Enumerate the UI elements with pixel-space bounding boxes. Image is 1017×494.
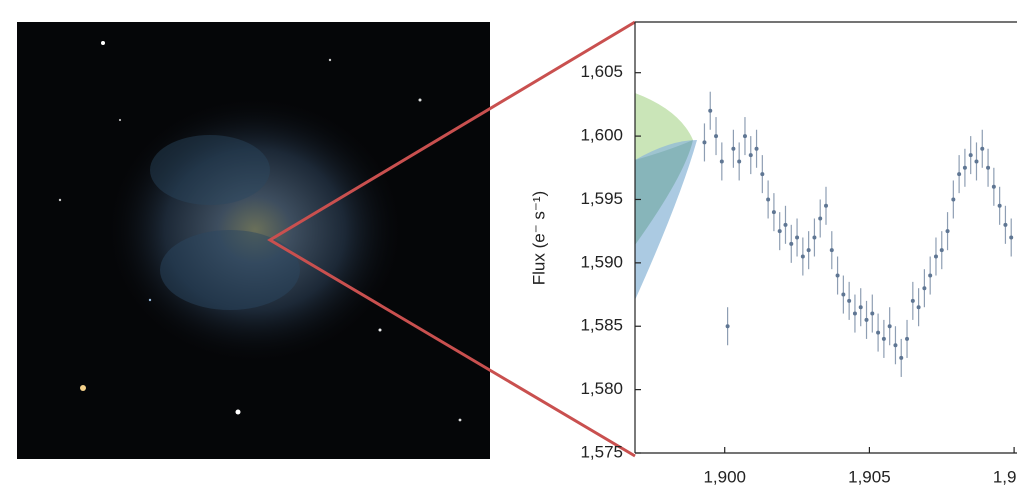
data-point (818, 216, 823, 221)
data-point (812, 235, 817, 240)
data-point (870, 311, 875, 316)
x-tick-label: 1,900 (703, 467, 746, 486)
data-point (847, 298, 852, 303)
data-point (887, 324, 892, 329)
data-point (986, 165, 991, 170)
plot-area (702, 91, 1014, 377)
data-point (771, 210, 776, 215)
y-tick-label: 1,595 (580, 189, 623, 208)
data-point (806, 248, 811, 253)
data-point (991, 184, 996, 189)
data-point (876, 330, 881, 335)
data-point (829, 248, 834, 253)
data-point (957, 172, 962, 177)
data-point (881, 336, 886, 341)
data-point (731, 146, 736, 151)
data-point (899, 355, 904, 360)
data-point (742, 134, 747, 139)
data-point (928, 273, 933, 278)
y-tick-label: 1,580 (580, 379, 623, 398)
data-point (754, 146, 759, 151)
data-point (974, 159, 979, 164)
zoom-shading (635, 93, 697, 300)
data-point (939, 248, 944, 253)
data-point (864, 317, 869, 322)
x-tick-label: 1,905 (848, 467, 891, 486)
x-tick-label: 1,910 (993, 467, 1017, 486)
data-point (1009, 235, 1014, 240)
data-point (980, 146, 985, 151)
data-point (841, 292, 846, 297)
zoom-lines (267, 20, 636, 458)
y-tick-label: 1,600 (580, 126, 623, 145)
data-point (910, 298, 915, 303)
data-point (916, 305, 921, 310)
data-point (795, 235, 800, 240)
data-point (702, 140, 707, 145)
y-tick-label: 1,585 (580, 316, 623, 335)
y-tick-label: 1,590 (580, 252, 623, 271)
data-point (962, 165, 967, 170)
data-point (922, 286, 927, 291)
data-point (968, 153, 973, 158)
data-point (708, 108, 713, 113)
data-point (725, 324, 730, 329)
y-tick-label: 1,605 (580, 62, 623, 81)
galaxy-image (17, 22, 490, 459)
y-axis-label: Flux (e⁻ s⁻¹) (529, 191, 548, 285)
data-point (824, 203, 828, 208)
plot-frame (634, 21, 1017, 454)
data-point (714, 134, 719, 139)
data-point (933, 254, 938, 259)
data-point (893, 343, 898, 348)
data-point (852, 311, 857, 316)
data-point (997, 203, 1002, 208)
data-point (858, 305, 863, 310)
data-point (800, 254, 805, 259)
data-point (737, 159, 742, 164)
data-point (760, 172, 765, 177)
data-point (789, 241, 794, 246)
data-point (766, 197, 771, 202)
data-point (783, 222, 788, 227)
data-point (951, 197, 956, 202)
data-point (945, 229, 950, 234)
data-point (905, 336, 910, 341)
data-point (835, 273, 840, 278)
data-point (719, 159, 724, 164)
data-point (777, 229, 782, 234)
data-point (748, 153, 753, 158)
y-tick-label: 1,575 (580, 442, 623, 461)
data-point (1003, 222, 1008, 227)
